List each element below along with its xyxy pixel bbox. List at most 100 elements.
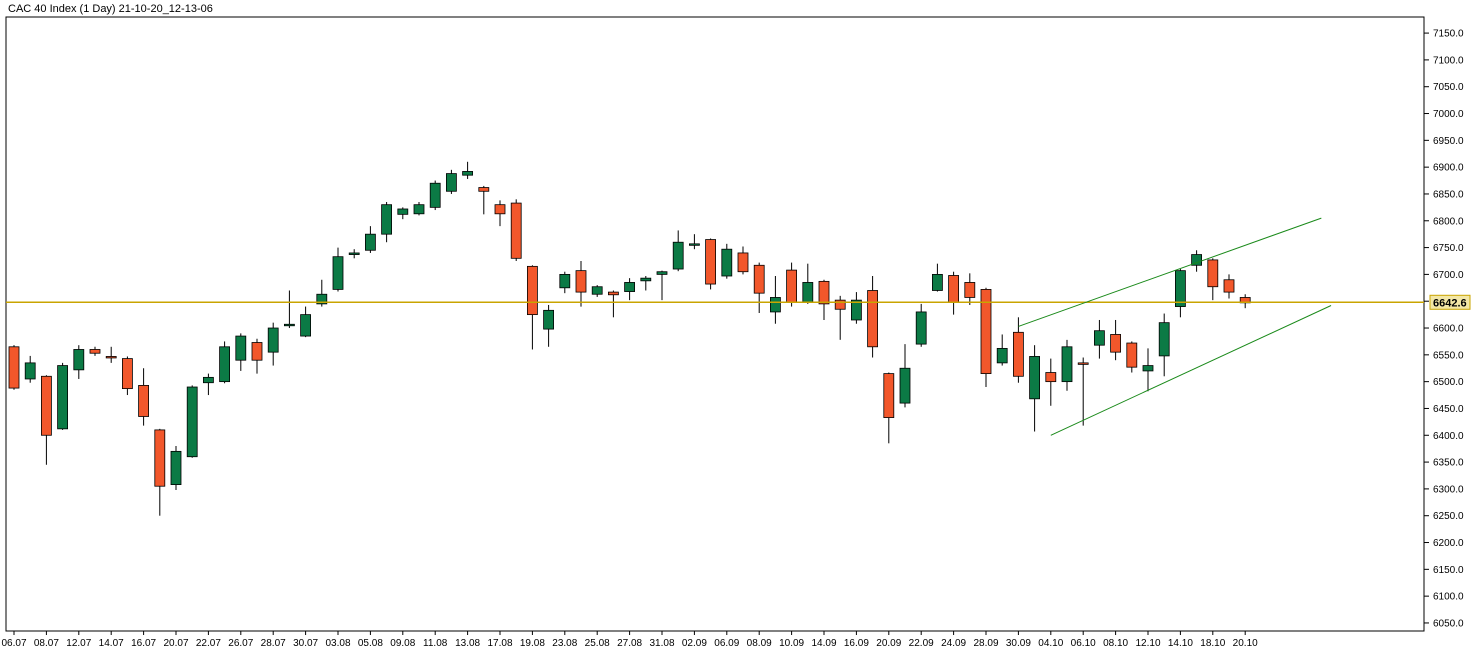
y-tick-label: 6500.0 [1433,377,1464,388]
candle [1094,319,1105,359]
candle [267,322,279,366]
price-level-label: 6642.6 [1429,294,1471,310]
candle-body-down [1110,334,1121,353]
candle [73,345,85,379]
candle [721,243,733,279]
candle [186,385,198,458]
x-tick-label: 18.10 [1200,638,1225,649]
candle [462,161,474,179]
y-tick-label: 6550.0 [1433,350,1464,361]
plot-frame [5,16,1425,632]
candle [89,346,101,356]
x-tick-label: 08.10 [1103,638,1128,649]
candle [867,276,878,358]
candle [591,285,603,297]
y-tick-label: 6400.0 [1433,431,1464,442]
candle-body-up [1158,322,1170,357]
candle-body-up [316,293,328,305]
x-tick-label: 03.08 [325,638,350,649]
candle-body-down [867,290,878,348]
candle-body-down [89,349,101,354]
candle [445,169,457,194]
candle-body-up [332,256,344,290]
candle [1175,269,1186,318]
candle-body-up [1142,365,1154,372]
x-tick-label: 14.10 [1168,638,1193,649]
candle-body-down [251,342,263,361]
y-tick-label: 6900.0 [1433,163,1464,174]
candle-body-down [834,299,846,310]
y-tick-label: 6150.0 [1433,565,1464,576]
lines-layer [6,217,1424,436]
y-tick-label: 6700.0 [1433,270,1464,281]
x-tick-label: 25.08 [585,638,610,649]
candle [251,338,263,374]
candle-body-up [413,204,425,215]
candle [219,341,231,384]
candle-body-up [267,327,279,353]
candle-body-up [1175,270,1186,307]
candle [429,180,441,211]
candle [834,295,846,340]
candle-body-down [883,373,895,418]
candle [818,279,830,320]
candle-body-up [348,252,360,255]
x-tick-label: 16.09 [844,638,869,649]
candle [1110,319,1121,361]
x-tick-label: 12.07 [66,638,91,649]
candle-body-up [397,208,409,215]
candle-body-down [737,252,749,273]
candle [1029,345,1040,432]
candle-body-down [964,282,976,298]
y-tick-label: 6300.0 [1433,484,1464,495]
x-tick-label: 30.09 [1006,638,1031,649]
candle-body-up [672,241,684,270]
candle [494,200,506,227]
candle [640,276,652,291]
candle [332,247,344,292]
price-level-value: 6642.6 [1433,297,1467,309]
y-tick-label: 7000.0 [1433,109,1464,120]
candle [170,445,182,490]
x-tick-label: 28.07 [261,638,286,649]
candle [105,346,117,363]
candle-body-up [429,182,441,208]
candle [689,234,700,250]
candle [672,230,684,272]
price-level-box [1429,294,1471,310]
x-tick-label: 04.10 [1038,638,1063,649]
x-tick-label: 27.08 [617,638,642,649]
y-tick-label: 6800.0 [1433,216,1464,227]
candle-body-down [494,204,506,215]
candle-body-down [154,429,166,487]
chart-title: CAC 40 Index (1 Day) 21-10-20_12-13-06 [8,3,213,15]
x-tick-label: 10.09 [779,638,804,649]
x-tick-label: 31.08 [649,638,674,649]
candle-body-down [1077,362,1089,365]
candle [559,271,571,294]
candle-body-down [478,187,490,192]
candle-body-up [559,273,571,289]
x-tick-label: 06.10 [1071,638,1096,649]
candle-body-down [1223,279,1235,293]
x-tick-label: 20.10 [1233,638,1258,649]
candle-body-up [1061,346,1073,383]
candle [122,356,133,396]
candle [478,185,490,215]
candle-body-up [300,314,312,337]
candle [964,273,976,305]
candle [381,202,393,243]
x-tick-label: 13.08 [455,638,480,649]
candle-body-down [575,270,587,293]
candle-body-down [510,202,522,259]
candle [348,249,360,259]
candle [41,375,52,465]
candle-body-up [656,271,668,275]
candle-body-down [1013,331,1024,377]
candle-body-down [608,291,619,296]
candle [202,373,214,396]
candle-body-up [219,346,231,383]
candle-body-up [640,277,652,282]
y-tick-label: 7050.0 [1433,82,1464,93]
